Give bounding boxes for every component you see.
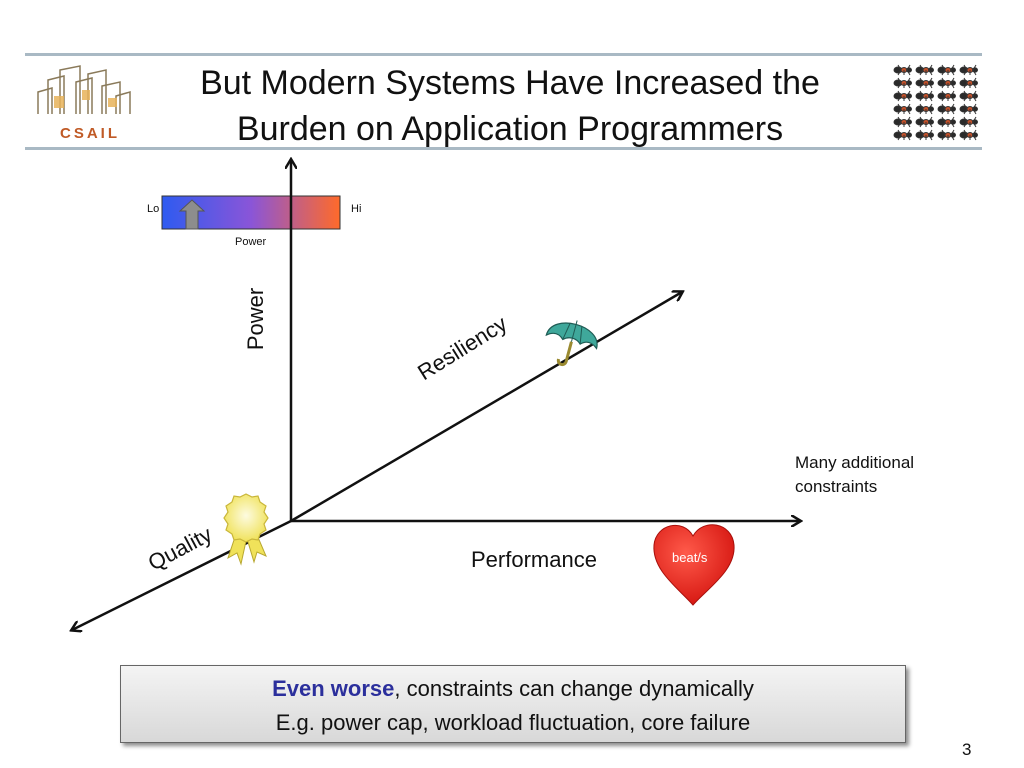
title-line-1: But Modern Systems Have Increased the bbox=[200, 64, 820, 102]
arrow-up-icon bbox=[178, 199, 206, 230]
power-legend-caption: Power bbox=[235, 236, 267, 248]
resiliency-axis bbox=[290, 292, 682, 523]
callout-box: Even worse, constraints can change dynam… bbox=[120, 665, 906, 743]
callout-line-1: Even worse, constraints can change dynam… bbox=[121, 674, 905, 704]
csail-logo-text: CSAIL bbox=[60, 125, 120, 142]
ants-logo-icon bbox=[893, 64, 978, 141]
title-line-2: Burden on Application Programmers bbox=[236, 110, 784, 148]
umbrella-icon bbox=[545, 320, 598, 367]
heart-beat-label: beat/s bbox=[672, 550, 708, 565]
header-rule-bottom bbox=[25, 147, 982, 150]
heart-icon bbox=[653, 524, 735, 606]
page-number: 3 bbox=[962, 740, 972, 759]
csail-logo-icon: CSAIL bbox=[37, 65, 131, 142]
constraints-note: Many additional constraints bbox=[795, 453, 915, 496]
callout-line-1-rest: , constraints can change dynamically bbox=[394, 676, 754, 701]
performance-axis-label: Performance bbox=[471, 547, 597, 572]
power-legend-high: Hi bbox=[351, 203, 362, 215]
callout-emphasis: Even worse bbox=[272, 676, 395, 701]
header-rule-top bbox=[25, 53, 982, 56]
slide-title: But Modern Systems Have Increased the Bu… bbox=[150, 60, 870, 152]
callout-line-2: E.g. power cap, workload fluctuation, co… bbox=[275, 710, 751, 735]
power-legend-low: Lo bbox=[147, 203, 160, 215]
power-axis-label: Power bbox=[243, 287, 269, 351]
ribbon-award-icon bbox=[223, 493, 269, 566]
